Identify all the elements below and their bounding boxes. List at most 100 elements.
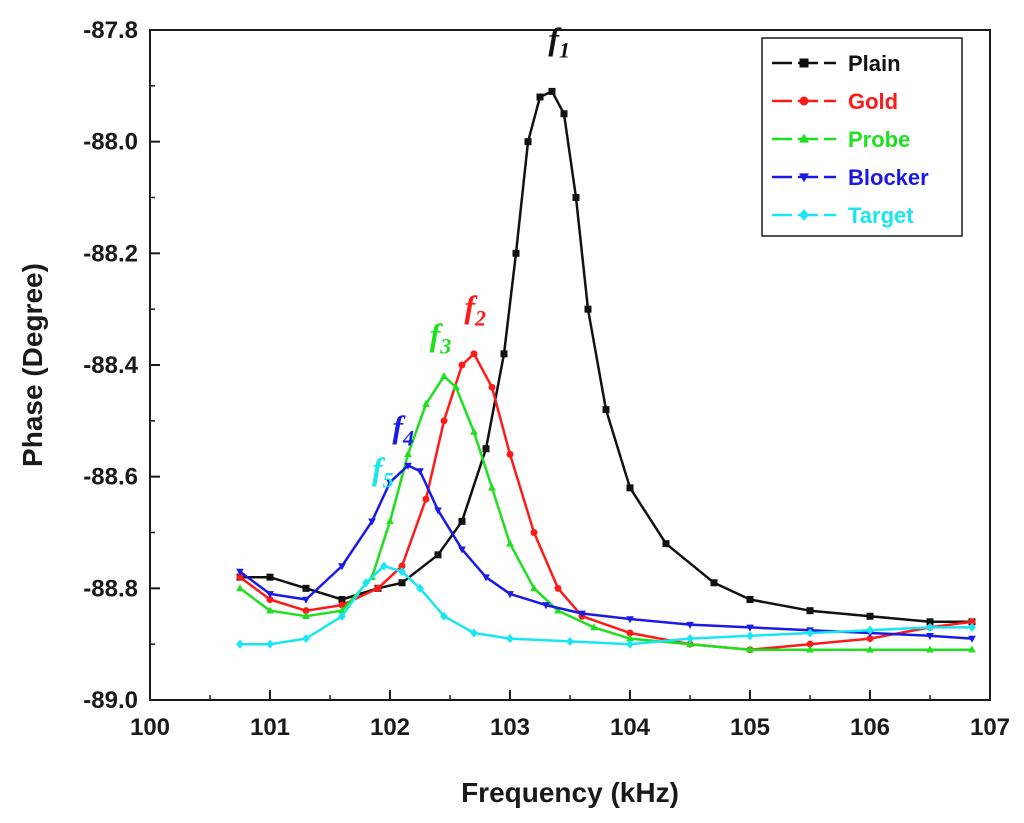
- data-point-gold: [866, 635, 874, 643]
- data-point-probe: [422, 399, 430, 407]
- data-point-gold: [440, 417, 448, 425]
- peak-label-f1: f1: [548, 21, 570, 63]
- data-point-probe: [488, 483, 496, 491]
- data-point-gold: [470, 350, 478, 358]
- x-tick-label: 106: [850, 714, 890, 741]
- data-point-target: [266, 639, 274, 649]
- x-tick-label: 107: [970, 714, 1010, 741]
- data-point-gold: [554, 584, 562, 592]
- x-axis-ticks: 100 101 102 103 104 105 106 107: [130, 690, 1010, 741]
- data-point-probe: [626, 634, 634, 642]
- data-point-blocker: [368, 518, 376, 526]
- data-point-plain: [398, 579, 406, 587]
- data-point-probe: [926, 645, 934, 653]
- legend-item-target: Target: [772, 203, 914, 228]
- data-point-probe: [386, 517, 394, 525]
- data-point-probe: [236, 584, 244, 592]
- x-tick-label: 105: [730, 714, 770, 741]
- x-tick-label: 104: [610, 714, 651, 741]
- x-axis-title: Frequency (kHz): [461, 777, 679, 808]
- data-point-target: [440, 611, 448, 621]
- x-tick-label: 103: [490, 714, 530, 741]
- legend-marker-gold: [799, 96, 809, 106]
- data-point-probe: [806, 645, 814, 653]
- data-point-blocker: [338, 563, 346, 571]
- data-point-probe: [968, 645, 976, 653]
- data-point-gold: [266, 596, 274, 603]
- data-point-probe: [440, 371, 448, 379]
- data-point-plain: [806, 607, 814, 615]
- x-tick-label: 102: [370, 714, 410, 741]
- data-point-gold: [398, 562, 406, 570]
- x-tick-label: 101: [250, 714, 290, 741]
- legend-marker-plain: [799, 58, 809, 68]
- series-line-gold: [239, 352, 973, 651]
- data-point-gold: [236, 573, 244, 581]
- data-point-target: [302, 634, 310, 644]
- data-point-gold: [302, 607, 310, 615]
- data-point-probe: [452, 383, 460, 391]
- data-point-plain: [602, 406, 610, 414]
- data-point-plain: [524, 138, 532, 146]
- data-point-plain: [746, 596, 754, 603]
- data-point-plain: [302, 584, 310, 592]
- data-point-target: [806, 628, 814, 638]
- data-point-blocker: [302, 596, 310, 604]
- data-point-target: [380, 561, 388, 571]
- data-point-blocker: [968, 635, 976, 643]
- data-point-target: [686, 634, 694, 644]
- data-point-blocker: [434, 507, 442, 515]
- data-point-target: [866, 625, 874, 635]
- data-point-probe: [266, 606, 274, 614]
- data-point-plain: [500, 350, 508, 358]
- peak-label-f3: f3: [430, 316, 452, 358]
- data-point-blocker: [266, 591, 274, 599]
- data-point-blocker: [506, 591, 514, 599]
- series-target: [236, 561, 976, 649]
- data-point-plain: [548, 87, 556, 95]
- data-point-probe: [686, 639, 694, 647]
- data-point-gold: [458, 361, 466, 369]
- legend-label-gold: Gold: [848, 89, 898, 114]
- y-axis-title: Phase (Degree): [17, 263, 48, 467]
- data-point-probe: [590, 623, 598, 631]
- y-tick-label: -88.4: [83, 352, 138, 379]
- x-tick-label: 100: [130, 714, 170, 741]
- y-tick-label: -89.0: [83, 687, 138, 714]
- data-point-plain: [458, 517, 466, 525]
- legend: Plain Gold Probe Blocker Target: [761, 37, 963, 237]
- legend-label-blocker: Blocker: [848, 165, 929, 190]
- data-point-gold: [422, 495, 430, 503]
- y-tick-label: -88.2: [83, 240, 138, 267]
- data-point-plain: [626, 484, 634, 492]
- data-point-blocker: [686, 621, 694, 629]
- legend-item-probe: Probe: [772, 127, 910, 152]
- data-point-gold: [338, 601, 346, 609]
- data-point-blocker: [542, 602, 550, 610]
- legend-item-gold: Gold: [772, 89, 898, 114]
- data-point-plain: [536, 93, 544, 101]
- data-point-probe: [746, 645, 754, 653]
- y-axis-ticks: -87.8 -88.0 -88.2 -88.4 -88.6 -88.8 -89.0: [83, 17, 160, 714]
- data-point-target: [398, 567, 406, 577]
- data-point-plain: [926, 618, 934, 626]
- data-point-gold: [968, 618, 976, 626]
- data-point-blocker: [236, 568, 244, 576]
- data-point-plain: [584, 305, 592, 313]
- data-point-blocker: [578, 610, 586, 618]
- peak-label-f5: f5: [372, 450, 394, 492]
- series-blocker: [236, 462, 976, 643]
- data-point-plain: [266, 573, 274, 581]
- data-point-plain: [560, 110, 568, 118]
- data-point-probe: [530, 584, 538, 592]
- data-point-blocker: [458, 546, 466, 554]
- legend-marker-target: [799, 209, 809, 221]
- data-point-probe: [554, 606, 562, 614]
- data-point-target: [626, 639, 634, 649]
- data-point-probe: [866, 645, 874, 653]
- legend-item-blocker: Blocker: [772, 165, 929, 190]
- data-point-target: [362, 578, 370, 588]
- y-tick-label: -88.8: [83, 575, 138, 602]
- data-point-plain: [512, 249, 520, 257]
